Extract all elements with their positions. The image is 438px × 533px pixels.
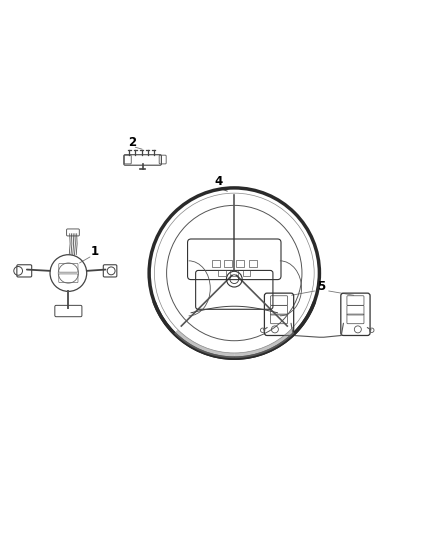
Bar [218, 270, 226, 276]
Bar [243, 270, 251, 276]
Polygon shape [174, 329, 234, 358]
Bar [212, 261, 220, 266]
Polygon shape [234, 329, 294, 358]
Text: 4: 4 [215, 175, 223, 188]
Bar [237, 261, 244, 266]
Bar [249, 261, 257, 266]
Bar [230, 270, 238, 276]
Text: 5: 5 [318, 280, 326, 293]
Text: 2: 2 [128, 135, 137, 149]
Bar [224, 261, 232, 266]
Text: 1: 1 [91, 245, 99, 258]
